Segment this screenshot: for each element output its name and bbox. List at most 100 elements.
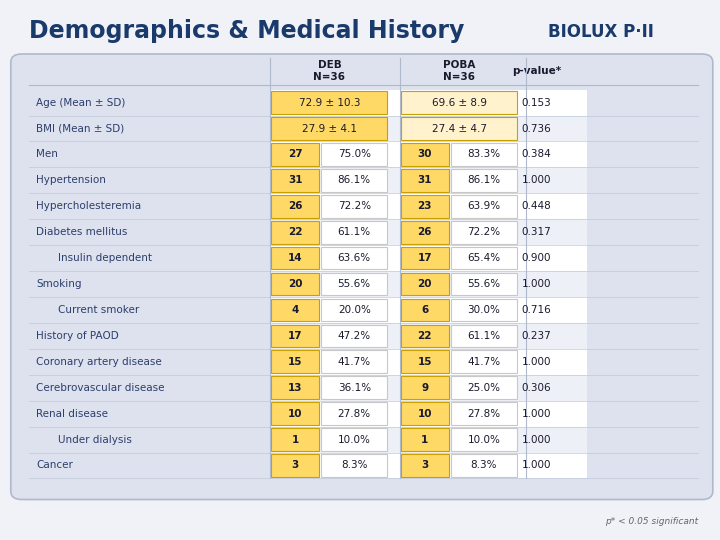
Bar (401, 299, 449, 321)
Bar (270, 427, 587, 453)
Text: 75.0%: 75.0% (338, 150, 371, 159)
Text: 10.0%: 10.0% (467, 435, 500, 444)
Bar (401, 91, 517, 114)
Text: 47.2%: 47.2% (338, 331, 371, 341)
Bar (321, 195, 387, 218)
Text: 0.736: 0.736 (521, 124, 552, 133)
Text: 63.9%: 63.9% (467, 201, 500, 211)
Bar (451, 350, 517, 373)
Bar (271, 454, 319, 477)
Text: Under dialysis: Under dialysis (58, 435, 132, 444)
Text: 61.1%: 61.1% (467, 331, 500, 341)
Bar (271, 325, 319, 347)
Bar (401, 195, 449, 218)
Bar (401, 143, 449, 166)
Bar (321, 299, 387, 321)
Text: 26: 26 (288, 201, 302, 211)
Text: 17: 17 (418, 253, 432, 263)
Text: Insulin dependent: Insulin dependent (58, 253, 152, 263)
Text: 27.8%: 27.8% (338, 409, 371, 419)
Text: 69.6 ± 8.9: 69.6 ± 8.9 (431, 98, 487, 107)
Bar (451, 273, 517, 295)
Text: 1.000: 1.000 (522, 357, 551, 367)
Bar (321, 454, 387, 477)
Bar (401, 376, 449, 399)
Bar (270, 401, 587, 427)
Bar (321, 350, 387, 373)
Bar (401, 247, 449, 269)
Bar (270, 116, 587, 141)
Text: 26: 26 (418, 227, 432, 237)
Text: Demographics & Medical History: Demographics & Medical History (29, 19, 464, 43)
Bar (270, 167, 587, 193)
Text: 13: 13 (288, 383, 302, 393)
Bar (451, 299, 517, 321)
Bar (270, 453, 587, 478)
Text: 1: 1 (292, 435, 299, 444)
Text: 0.237: 0.237 (521, 331, 552, 341)
Bar (270, 245, 587, 271)
Text: 8.3%: 8.3% (341, 461, 367, 470)
Text: 3: 3 (421, 461, 428, 470)
Text: 15: 15 (288, 357, 302, 367)
Bar (270, 349, 587, 375)
Text: BIOLUX P·II: BIOLUX P·II (548, 23, 654, 40)
Bar (270, 375, 587, 401)
Bar (451, 169, 517, 192)
Text: 1.000: 1.000 (522, 435, 551, 444)
Bar (401, 221, 449, 244)
Bar (451, 402, 517, 425)
Text: 1.000: 1.000 (522, 409, 551, 419)
Text: 86.1%: 86.1% (338, 176, 371, 185)
Text: 6: 6 (421, 305, 428, 315)
Bar (451, 454, 517, 477)
Bar (271, 169, 319, 192)
Bar (321, 221, 387, 244)
Text: Diabetes mellitus: Diabetes mellitus (36, 227, 127, 237)
Text: 10: 10 (418, 409, 432, 419)
Bar (451, 247, 517, 269)
Text: 20.0%: 20.0% (338, 305, 371, 315)
Text: 61.1%: 61.1% (338, 227, 371, 237)
Text: 1.000: 1.000 (522, 461, 551, 470)
Text: Smoking: Smoking (36, 279, 81, 289)
Text: 63.6%: 63.6% (338, 253, 371, 263)
Bar (270, 141, 587, 167)
Bar (401, 454, 449, 477)
Text: DEB
N=36: DEB N=36 (313, 60, 346, 82)
Text: 10.0%: 10.0% (338, 435, 371, 444)
Text: 55.6%: 55.6% (467, 279, 500, 289)
Bar (451, 428, 517, 451)
Bar (401, 402, 449, 425)
Bar (401, 325, 449, 347)
Text: 30.0%: 30.0% (467, 305, 500, 315)
Bar (321, 143, 387, 166)
Bar (271, 221, 319, 244)
Text: Hypercholesteremia: Hypercholesteremia (36, 201, 141, 211)
Bar (451, 221, 517, 244)
Bar (451, 143, 517, 166)
Text: 86.1%: 86.1% (467, 176, 500, 185)
Text: 65.4%: 65.4% (467, 253, 500, 263)
Bar (271, 117, 387, 140)
Bar (270, 90, 587, 116)
Text: 31: 31 (288, 176, 302, 185)
Bar (321, 325, 387, 347)
Text: 22: 22 (288, 227, 302, 237)
FancyBboxPatch shape (11, 54, 713, 500)
Bar (321, 273, 387, 295)
Bar (401, 169, 449, 192)
Bar (401, 273, 449, 295)
Text: 0.448: 0.448 (521, 201, 552, 211)
Bar (321, 247, 387, 269)
Text: 1.000: 1.000 (522, 176, 551, 185)
Text: 22: 22 (418, 331, 432, 341)
Bar (271, 91, 387, 114)
Text: 9: 9 (421, 383, 428, 393)
Bar (401, 350, 449, 373)
Text: 0.716: 0.716 (521, 305, 552, 315)
Text: 27.8%: 27.8% (467, 409, 500, 419)
Text: Renal disease: Renal disease (36, 409, 108, 419)
Bar (451, 376, 517, 399)
Text: 30: 30 (418, 150, 432, 159)
